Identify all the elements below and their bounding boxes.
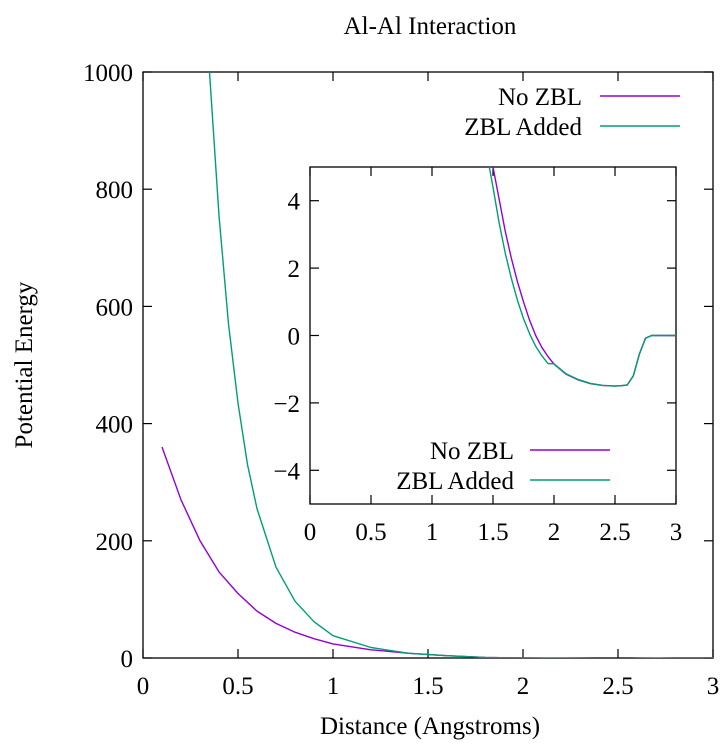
inset-y-tick-label: −4 xyxy=(273,458,300,485)
inset-x-tick-label: 0.5 xyxy=(355,519,386,546)
inset-y-tick-label: 0 xyxy=(288,324,301,351)
main-y-tick-label: 1000 xyxy=(83,60,133,87)
inset-x-tick-label: 2 xyxy=(548,519,561,546)
main-x-tick-label: 2 xyxy=(517,673,530,700)
main-y-tick-label: 600 xyxy=(96,294,134,321)
y-axis-title: Potential Energy xyxy=(11,281,38,448)
main-x-tick-label: 3 xyxy=(707,673,720,700)
inset-x-tick-label: 3 xyxy=(670,519,683,546)
inset-frame xyxy=(309,166,677,505)
main-y-tick-label: 200 xyxy=(96,529,134,556)
inset-y-tick-label: 2 xyxy=(288,256,301,283)
inset-legend-label: No ZBL xyxy=(430,438,514,465)
main-y-tick-label: 0 xyxy=(121,646,134,673)
chart-title: Al-Al Interaction xyxy=(344,13,517,40)
main-legend-label: No ZBL xyxy=(498,84,582,111)
inset-plot: 0 0.5 1 1.5 2 2.5 3 −4 −2 0 2 4 No ZBL ZBL Added xyxy=(273,166,683,546)
inset-x-tick-label: 1 xyxy=(426,519,439,546)
main-x-tick-label: 2.5 xyxy=(602,673,633,700)
main-series-no-zbl xyxy=(161,446,713,658)
main-x-tick-label: 1.5 xyxy=(412,673,443,700)
main-series-zbl-added xyxy=(208,72,713,658)
inset-y-tick-label: −2 xyxy=(273,391,300,418)
main-y-tick-label: 400 xyxy=(96,412,134,439)
inset-x-tick-label: 1.5 xyxy=(477,519,508,546)
main-legend-label: ZBL Added xyxy=(464,114,582,141)
inset-x-tick-label: 2.5 xyxy=(599,519,630,546)
inset-series-zbl-added xyxy=(488,167,676,387)
inset-legend-label: ZBL Added xyxy=(396,468,514,495)
x-axis-title: Distance (Angstroms) xyxy=(320,713,540,740)
main-x-tick-label: 0 xyxy=(137,673,150,700)
main-y-tick-label: 800 xyxy=(96,177,134,204)
inset-x-tick-label: 0 xyxy=(304,519,317,546)
main-x-tick-label: 0.5 xyxy=(222,673,253,700)
inset-y-tick-label: 4 xyxy=(288,189,301,216)
main-x-tick-label: 1 xyxy=(327,673,340,700)
